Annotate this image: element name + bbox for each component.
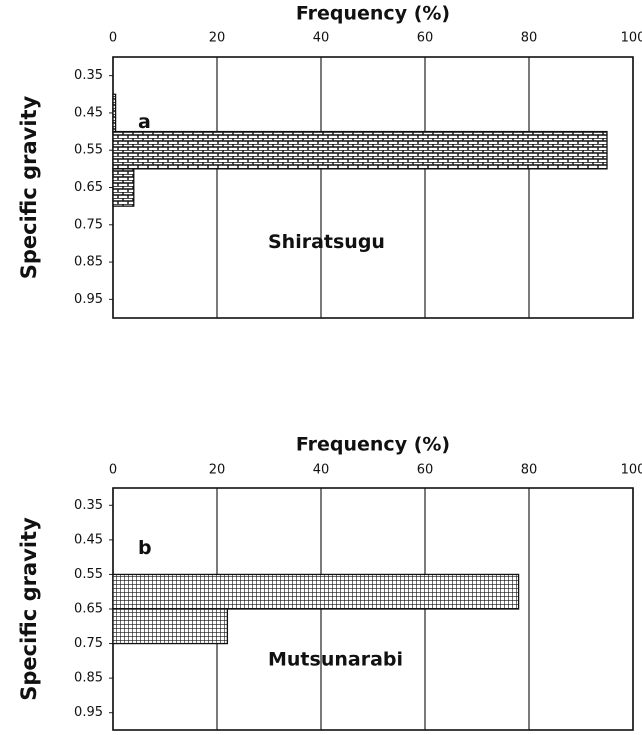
bar <box>112 93 117 133</box>
y-axis-title: Specific gravity <box>17 517 41 701</box>
y-tick-label: 0.65 <box>74 602 103 617</box>
bar <box>112 573 520 610</box>
y-tick-label: 0.85 <box>74 671 103 686</box>
panel-label: a <box>138 111 151 133</box>
y-tick-label: 0.95 <box>74 705 103 720</box>
x-tick-label: 0 <box>109 463 117 478</box>
y-tick-label: 0.75 <box>74 636 103 651</box>
y-tick-label: 0.65 <box>74 180 103 195</box>
x-tick-label: 60 <box>417 31 434 46</box>
series-label: Mutsunarabi <box>268 648 403 670</box>
panel-label: b <box>138 537 152 559</box>
y-tick-label: 0.85 <box>74 255 103 270</box>
x-tick-label: 0 <box>109 31 117 46</box>
y-axis-title: Specific gravity <box>17 95 41 279</box>
y-tick-label: 0.55 <box>74 143 103 158</box>
y-tick-label: 0.45 <box>74 532 103 547</box>
y-tick-label: 0.45 <box>74 105 103 120</box>
bar <box>112 608 229 645</box>
x-tick-label: 60 <box>417 463 434 478</box>
series-label: Shiratsugu <box>268 231 385 253</box>
x-tick-label: 20 <box>209 31 226 46</box>
x-tick-label: 20 <box>209 463 226 478</box>
y-tick-label: 0.75 <box>74 217 103 232</box>
x-tick-label: 100 <box>621 31 642 46</box>
y-tick-label: 0.35 <box>74 68 103 83</box>
x-tick-label: 40 <box>313 31 330 46</box>
plot-frame <box>112 56 634 319</box>
x-axis-title: Frequency (%) <box>296 3 450 25</box>
y-tick-label: 0.55 <box>74 567 103 582</box>
y-tick-label: 0.95 <box>74 292 103 307</box>
bar <box>112 168 135 207</box>
x-tick-label: 40 <box>313 463 330 478</box>
bar <box>112 130 608 170</box>
y-tick-label: 0.35 <box>74 498 103 513</box>
x-tick-label: 100 <box>621 463 642 478</box>
x-tick-label: 80 <box>521 463 538 478</box>
x-axis-title: Frequency (%) <box>296 434 450 456</box>
x-tick-label: 80 <box>521 31 538 46</box>
